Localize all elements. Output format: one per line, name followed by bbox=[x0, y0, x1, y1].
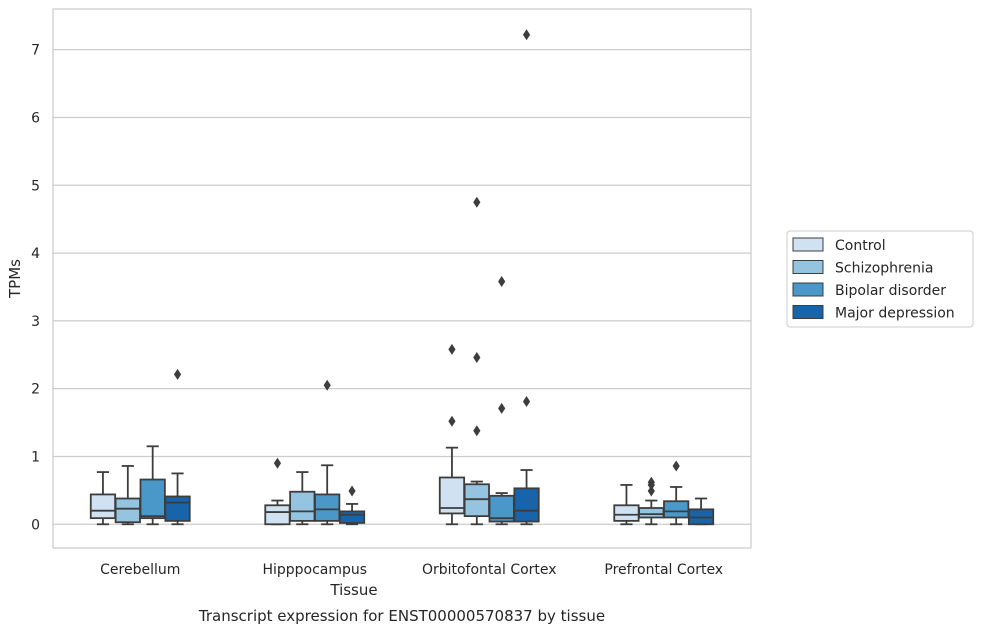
y-tick-label: 3 bbox=[31, 314, 40, 330]
x-axis-ticks: Cerebellum Hipppocampus Orbitofontal Corte… bbox=[100, 562, 723, 578]
y-tick-label: 4 bbox=[31, 246, 40, 262]
outlier-point bbox=[647, 485, 655, 497]
box-group bbox=[463, 196, 490, 526]
y-tick-label: 1 bbox=[31, 449, 40, 465]
box bbox=[164, 495, 191, 522]
box bbox=[114, 497, 141, 524]
box-group bbox=[663, 460, 690, 526]
x-tick-label: Cerebellum bbox=[100, 562, 180, 578]
legend: Control Schizophrenia Bipolar disorder Majo… bbox=[786, 230, 974, 328]
outlier-point bbox=[448, 415, 456, 427]
y-tick-label: 5 bbox=[31, 178, 40, 194]
box-group bbox=[289, 471, 316, 526]
box bbox=[289, 490, 316, 522]
x-tick-label: Hipppocampus bbox=[262, 562, 367, 578]
legend-label: Schizophrenia bbox=[835, 261, 933, 277]
outlier-point bbox=[498, 402, 506, 414]
box bbox=[513, 487, 540, 523]
legend-label: Control bbox=[835, 238, 886, 254]
box-group bbox=[264, 457, 291, 526]
legend-label: Major depression bbox=[835, 306, 955, 322]
box-group bbox=[89, 471, 117, 526]
box bbox=[488, 494, 515, 523]
y-axis-title: TPMs bbox=[6, 259, 24, 299]
legend-swatch bbox=[792, 305, 824, 319]
y-tick-label: 7 bbox=[31, 43, 40, 59]
y-axis-ticks: 0 1 2 3 4 5 6 7 bbox=[31, 43, 40, 534]
box bbox=[638, 507, 665, 519]
outlier-point bbox=[672, 460, 680, 472]
x-tick-label: Prefrontal Cortex bbox=[604, 562, 723, 578]
y-tick-label: 6 bbox=[31, 110, 40, 126]
box-group bbox=[338, 485, 366, 526]
legend-swatch bbox=[792, 260, 824, 274]
box bbox=[463, 483, 490, 518]
box bbox=[663, 500, 690, 519]
legend-swatch bbox=[792, 282, 824, 297]
box-group bbox=[164, 368, 191, 526]
box bbox=[338, 510, 366, 524]
box-group bbox=[488, 276, 515, 526]
box-group bbox=[638, 476, 665, 526]
box bbox=[139, 478, 166, 520]
box bbox=[89, 493, 117, 520]
box-group bbox=[438, 343, 466, 526]
outlier-point bbox=[522, 396, 531, 408]
box-group bbox=[114, 465, 141, 526]
box-group bbox=[513, 29, 540, 526]
box-group bbox=[139, 445, 166, 526]
box bbox=[613, 504, 640, 522]
box-plots bbox=[89, 29, 715, 526]
legend-frame bbox=[786, 230, 974, 328]
outlier-point bbox=[173, 368, 182, 380]
box-group bbox=[687, 497, 715, 526]
plot-area bbox=[52, 8, 752, 549]
box-group bbox=[314, 379, 341, 526]
y-tick-label: 0 bbox=[31, 517, 40, 533]
outlier-point bbox=[498, 276, 506, 288]
grid-lines bbox=[53, 49, 751, 525]
outlier-point bbox=[473, 425, 481, 437]
x-tick-label: Orbitofontal Cortex bbox=[422, 562, 557, 578]
box-group bbox=[613, 484, 640, 526]
outlier-point bbox=[273, 457, 282, 469]
outlier-point bbox=[323, 379, 331, 391]
legend-swatch bbox=[792, 237, 824, 252]
outlier-point bbox=[448, 343, 456, 355]
box bbox=[314, 493, 341, 522]
legend-label: Bipolar disorder bbox=[835, 283, 946, 299]
outlier-point bbox=[522, 29, 531, 41]
x-axis-title: Tissue bbox=[329, 581, 377, 599]
chart-caption: Transcript expression for ENST0000057083… bbox=[198, 607, 605, 625]
y-tick-label: 2 bbox=[31, 382, 40, 398]
outlier-point bbox=[473, 196, 481, 208]
outlier-point bbox=[647, 476, 655, 488]
outlier-point bbox=[473, 351, 481, 363]
box bbox=[264, 504, 291, 526]
outlier-point bbox=[348, 485, 356, 497]
